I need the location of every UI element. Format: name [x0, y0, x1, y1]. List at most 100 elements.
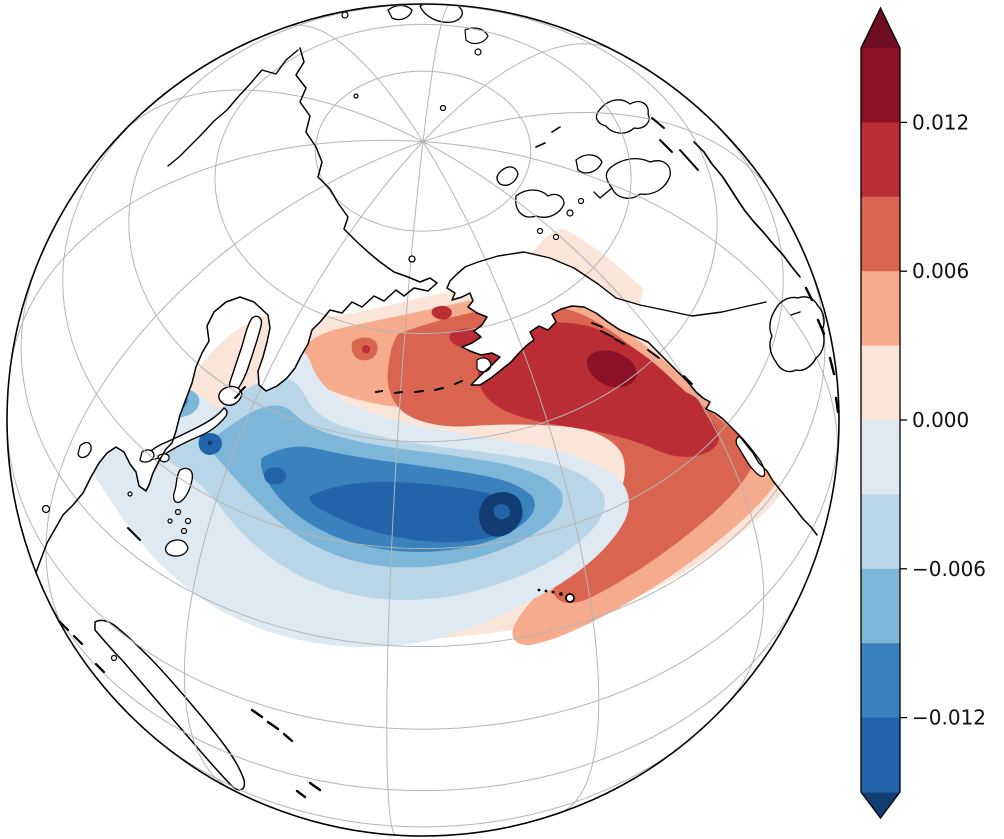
coast-solomon-d	[308, 781, 322, 792]
dot-ng-islet	[110, 654, 118, 662]
coast-aleutian-d	[394, 391, 403, 394]
dot-severnaya-dot	[474, 48, 482, 56]
dot-visayas-2	[184, 517, 192, 525]
coast-greenland-sliver-b	[659, 139, 673, 153]
coast-kuril-b	[234, 393, 240, 399]
coast-atlantic-limb-a	[804, 286, 814, 302]
contour-navy-ring-hole	[493, 504, 511, 520]
dot-kamchatka-p4-dot	[362, 345, 370, 353]
colorbar-tick-label: −0.012	[912, 706, 986, 730]
coast-solomon-b	[266, 720, 280, 731]
contour-p4-coastal-a	[661, 391, 705, 439]
dot-somerset	[577, 197, 585, 205]
graticule-parallel-30	[62, 111, 784, 549]
coast-aleutian-e	[375, 390, 383, 393]
coast-seak-sliver-e	[683, 375, 693, 385]
coast-prince-patrick-a	[551, 126, 561, 133]
coast-palawan	[127, 527, 141, 541]
colorbar-band-4	[861, 345, 900, 421]
contour-p4-gulf-core	[478, 322, 719, 457]
coast-moluccas-d	[94, 662, 106, 674]
island-dots	[41, 11, 585, 662]
dot-hawaii-dot-2	[551, 590, 555, 594]
colorbar-band-3	[861, 271, 900, 347]
coast-atlantic-limb-b	[816, 318, 826, 336]
land-severnaya-3	[464, 27, 489, 45]
colorbar-band-9	[861, 717, 900, 793]
land-mindanao	[164, 539, 189, 557]
globe-limb	[6, 3, 840, 837]
coast-na-pacific-coast	[446, 266, 818, 536]
coast-aleutian-a	[454, 380, 463, 385]
dot-visayas-1	[174, 508, 182, 516]
coast-aleutian-b	[434, 387, 444, 391]
coast-eurasia-coast	[18, 282, 438, 620]
colorbar-arrow-up	[861, 8, 900, 48]
coast-moluccas-e	[58, 638, 68, 648]
coast-greenland-sliver-a	[651, 117, 665, 129]
coast-hudson-island	[790, 311, 801, 316]
graticule-meridian-210	[422, 141, 600, 813]
graticule-meridian-90	[10, 139, 424, 365]
coast-kara-coast	[167, 49, 299, 167]
dot-hainan	[41, 504, 51, 514]
land-banks-island	[496, 166, 519, 186]
graticule-meridian-30	[288, 24, 424, 142]
dot-hawaii-dot-3	[544, 589, 548, 593]
dot-king-william	[566, 209, 574, 217]
coast-greenland-coast	[693, 141, 801, 278]
dot-visayas-3	[167, 518, 173, 524]
land-hokkaido	[218, 385, 243, 406]
coast-hudson-bay	[769, 296, 825, 373]
globe-map	[7, 4, 839, 836]
colorbar-outline	[860, 6, 901, 820]
coast-seak-sliver-d	[591, 322, 603, 328]
dot-jeju	[127, 491, 133, 497]
land-severnaya-2	[419, 4, 463, 23]
colorbar-band-8	[861, 643, 900, 719]
land-victoria-island	[515, 189, 565, 218]
coast-seak-sliver-c	[647, 349, 660, 359]
dot-wrangel-island	[408, 255, 416, 263]
dot-arctic-islet-a	[439, 104, 447, 112]
coast-solomon-a	[250, 708, 264, 719]
colorbar: 0.012 0.006 0.000 −0.006 −0.012	[860, 6, 986, 820]
land-honshu	[145, 407, 228, 461]
coast-greenland-sliver-c	[679, 149, 699, 171]
graticule-parallel--15	[42, 589, 804, 792]
coast-atlantic-limb-d	[834, 396, 839, 414]
land-new-guinea	[94, 619, 246, 791]
colorbar-band-7	[861, 568, 900, 644]
dot-arctic-dot-s2	[552, 233, 560, 241]
colorbar-tick-label: −0.006	[912, 557, 986, 581]
dot-hawaii-big-island	[565, 593, 575, 603]
land-eurasia-fill	[7, 42, 437, 619]
colorbar-tick-label: 0.000	[912, 408, 969, 432]
land-severnaya-1	[387, 4, 413, 21]
dot-hawaii-dot-1	[559, 592, 563, 596]
graticule-meridian-300	[422, 111, 774, 195]
graticule-meridian-150	[183, 141, 424, 789]
coast-solomon-e	[295, 789, 307, 799]
contour-p4-bering-w	[431, 305, 452, 320]
land-kyushu	[139, 449, 155, 463]
land-kodiak	[476, 357, 492, 373]
graticule-meridian-0	[422, 4, 451, 142]
colorbar-band-5	[861, 420, 900, 495]
graticule-meridian-330	[422, 43, 612, 142]
coast-aleutian-c	[414, 390, 424, 393]
graticule-parallel-0	[7, 425, 839, 730]
dot-hawaii-dot-4	[537, 588, 541, 592]
land-baja	[735, 436, 766, 478]
coast-prince-patrick-b	[535, 142, 546, 148]
land-ellesmere-cluster	[595, 99, 650, 134]
colorbar-band-1	[861, 122, 900, 198]
land-baffin-island	[605, 157, 671, 199]
colorbar-tick-label: 0.006	[912, 259, 969, 283]
coast-na-arctic-coast	[464, 251, 767, 317]
coast-seak-sliver-b	[614, 338, 625, 345]
colorbar-arrow-down	[861, 792, 900, 818]
dot-arctic-islet-b	[353, 93, 359, 99]
land-devon-island	[575, 154, 603, 174]
coast-moluccas-b	[58, 620, 70, 632]
